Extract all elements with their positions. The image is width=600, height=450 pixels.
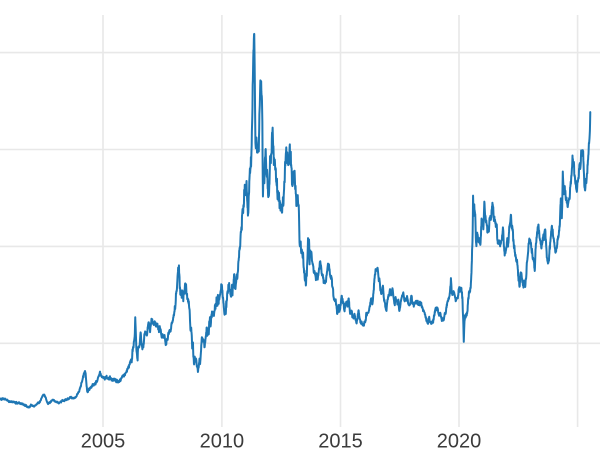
- svg-text:2020: 2020: [437, 431, 482, 450]
- svg-text:2010: 2010: [200, 431, 245, 450]
- svg-text:2005: 2005: [81, 431, 126, 450]
- svg-text:2015: 2015: [318, 431, 363, 450]
